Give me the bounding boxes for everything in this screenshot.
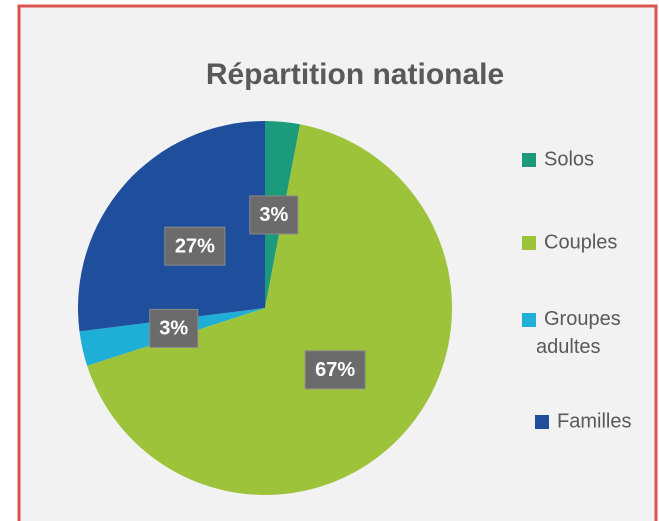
data-label: 3% — [259, 204, 288, 226]
legend-label: Solos — [544, 148, 594, 170]
legend-swatch — [522, 153, 536, 167]
legend-swatch — [535, 415, 549, 429]
data-label: 3% — [159, 318, 188, 340]
data-label-box — [149, 308, 199, 348]
pie-slice — [87, 124, 452, 496]
data-label-box — [164, 226, 226, 266]
legend-swatch — [522, 236, 536, 250]
data-label: 67% — [315, 359, 355, 381]
pie-slice — [77, 121, 265, 332]
legend-swatch — [522, 313, 536, 327]
data-label: 27% — [175, 235, 215, 257]
data-label-box — [249, 195, 299, 235]
legend-label: Couples — [544, 231, 617, 253]
legend-label: Groupes adultes — [536, 308, 621, 358]
chart-title: Répartition nationale — [206, 58, 504, 91]
data-label-box — [304, 350, 366, 390]
legend-label: Familles — [557, 410, 631, 432]
